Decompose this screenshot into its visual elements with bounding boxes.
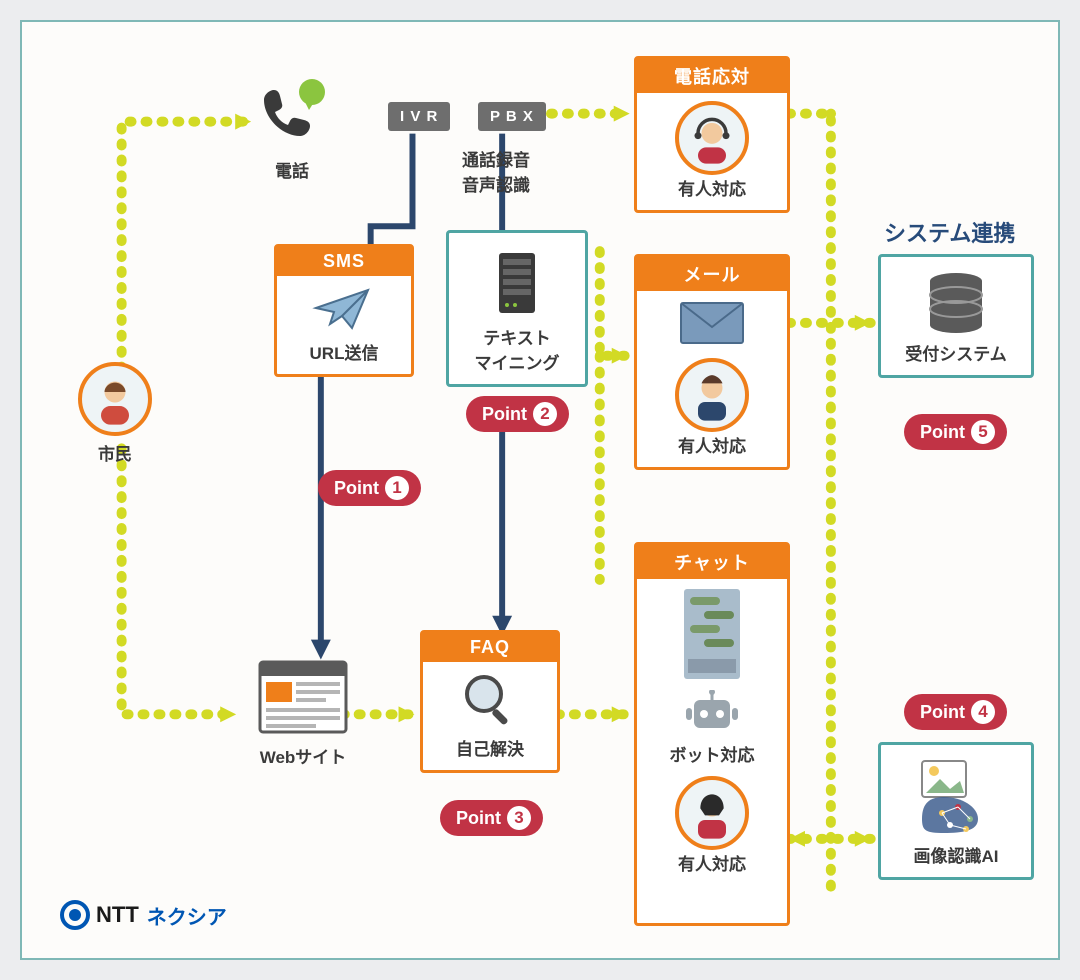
phone-resp-title: 電話応対 xyxy=(637,59,787,93)
voice-rec-label: 通話録音 音声認識 xyxy=(462,146,530,196)
point-4: Point4 xyxy=(904,694,1007,730)
chat-box: チャット ボット対応 有人対応 xyxy=(634,542,790,926)
mail-avatar-icon xyxy=(675,358,749,432)
chat-avatar-icon xyxy=(675,776,749,850)
image-ai-box: 画像認識AI xyxy=(878,742,1034,880)
brand-sub: ネクシア xyxy=(147,901,227,930)
image-ai-caption: 画像認識AI xyxy=(887,842,1025,867)
web-node: Webサイト xyxy=(258,660,348,768)
point-2: Point2 xyxy=(466,396,569,432)
point-1: Point1 xyxy=(318,470,421,506)
point-5: Point5 xyxy=(904,414,1007,450)
sms-title: SMS xyxy=(277,247,411,276)
faq-title: FAQ xyxy=(423,633,557,662)
robot-icon xyxy=(684,690,740,736)
chat-screen-icon xyxy=(680,587,744,681)
paper-plane-icon xyxy=(312,284,376,334)
mining-caption: テキスト マイニング xyxy=(455,324,579,374)
brand-logo-icon xyxy=(60,900,90,930)
operator-avatar-icon xyxy=(675,101,749,175)
sms-box: SMS URL送信 xyxy=(274,244,414,377)
chat-bot-caption: ボット対応 xyxy=(643,741,781,766)
mail-box: メール 有人対応 xyxy=(634,254,790,470)
database-icon xyxy=(921,271,991,335)
faq-caption: 自己解決 xyxy=(429,735,551,760)
phone-resp-caption: 有人対応 xyxy=(643,175,781,200)
phone-node: 電話 xyxy=(252,78,332,182)
phone-label: 電話 xyxy=(252,157,332,182)
sms-caption: URL送信 xyxy=(283,339,405,364)
website-icon xyxy=(258,660,348,734)
mail-caption: 有人対応 xyxy=(643,432,781,457)
web-label: Webサイト xyxy=(258,743,348,768)
reception-box: 受付システム xyxy=(878,254,1034,378)
diagram-frame: 市民 電話 I V R P B X 通話録音 音声認識 SMS URL送信 テキ… xyxy=(20,20,1060,960)
brand-logo: NTT ネクシア xyxy=(60,900,227,930)
citizen-label: 市民 xyxy=(78,440,152,465)
point-3: Point3 xyxy=(440,800,543,836)
faq-box: FAQ 自己解決 xyxy=(420,630,560,773)
mail-title: メール xyxy=(637,257,787,291)
image-ai-icon xyxy=(916,757,996,837)
system-link-title: システム連携 xyxy=(884,216,1015,248)
server-icon xyxy=(493,249,541,319)
envelope-icon xyxy=(677,299,747,347)
ivr-box: I V R xyxy=(388,102,450,131)
brand-name: NTT xyxy=(96,902,139,928)
citizen-node: 市民 xyxy=(78,362,152,465)
chat-human-caption: 有人対応 xyxy=(643,850,781,875)
mining-box: テキスト マイニング xyxy=(446,230,588,387)
citizen-avatar-icon xyxy=(78,362,152,436)
phone-icon xyxy=(252,78,332,148)
magnifier-icon xyxy=(460,670,520,730)
reception-caption: 受付システム xyxy=(887,340,1025,365)
pbx-box: P B X xyxy=(478,102,546,131)
chat-title: チャット xyxy=(637,545,787,579)
phone-resp-box: 電話応対 有人対応 xyxy=(634,56,790,213)
